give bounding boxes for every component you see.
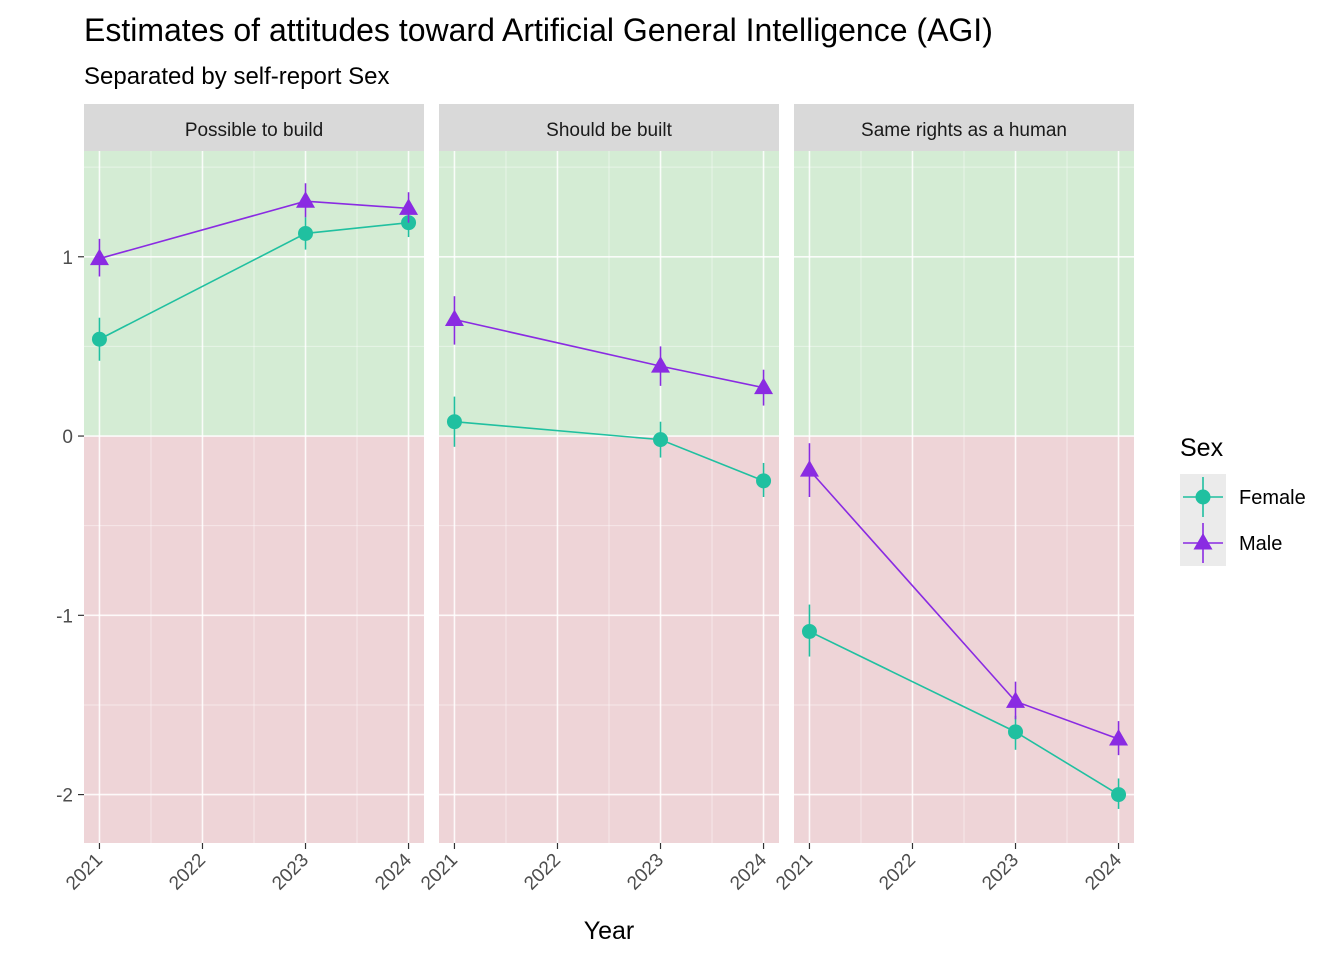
y-tick-label: -2	[56, 786, 73, 807]
chart-subtitle: Separated by self-report Sex	[84, 63, 390, 90]
x-tick-label: 2024	[371, 849, 416, 894]
data-point	[799, 460, 819, 477]
legend-key-marker	[1193, 533, 1213, 550]
x-tick-label: 2022	[165, 850, 210, 895]
x-tick-label: 2024	[726, 849, 771, 894]
chart-title: Estimates of attitudes toward Artificial…	[84, 12, 993, 48]
data-point	[91, 331, 107, 347]
x-tick-label: 2022	[875, 850, 920, 895]
series-female	[446, 396, 772, 497]
legend: Sex Female Male	[1180, 434, 1306, 566]
facet-panel: Possible to build 2021 2022 2023 2024	[62, 104, 424, 894]
data-point	[1111, 787, 1127, 803]
legend-label: Female	[1239, 487, 1306, 509]
x-tick-label: 2021	[62, 850, 107, 895]
series-female	[801, 604, 1127, 809]
x-tick-label: 2023	[978, 850, 1023, 895]
facet-strip-label: Same rights as a human	[861, 120, 1067, 141]
facet-panel: Same rights as a human 2021 2022 2023 2024	[772, 104, 1134, 894]
data-point	[444, 309, 464, 327]
x-tick-label: 2021	[772, 850, 817, 895]
data-point	[1109, 729, 1129, 746]
y-tick-label: -1	[56, 606, 73, 627]
positive-region-band	[439, 151, 779, 437]
facet-panel: Should be built 2021 2022 2023 2024	[417, 104, 779, 894]
facet-strip	[84, 104, 424, 151]
data-point	[801, 623, 817, 639]
data-point	[754, 377, 774, 395]
data-point	[653, 432, 669, 448]
legend-label: Male	[1239, 533, 1282, 555]
legend-title: Sex	[1180, 434, 1224, 462]
x-axis-title: Year	[584, 917, 635, 945]
data-point	[446, 414, 462, 430]
series-female	[91, 208, 417, 361]
x-tick-label: 2022	[520, 850, 565, 895]
negative-region-band	[439, 436, 779, 843]
series-male	[444, 296, 774, 406]
x-tick-label: 2023	[623, 850, 668, 895]
x-tick-label: 2024	[1081, 849, 1126, 894]
y-axis: 1 0 -1 -2	[56, 248, 84, 807]
y-tick-label: 1	[62, 248, 73, 269]
x-tick-label: 2023	[268, 850, 313, 895]
data-point	[1008, 724, 1024, 740]
facet-strip-label: Possible to build	[185, 120, 323, 141]
negative-region-band	[794, 436, 1134, 843]
facet-strip	[794, 104, 1134, 151]
data-point	[1006, 691, 1026, 708]
data-point	[399, 198, 419, 215]
series-male	[799, 443, 1129, 756]
data-point	[298, 225, 314, 241]
facet-strip-label: Should be built	[546, 120, 672, 141]
facet-strip	[439, 104, 779, 151]
data-point	[296, 191, 316, 208]
legend-key-marker	[1195, 489, 1211, 505]
series-male	[89, 183, 419, 277]
x-tick-label: 2021	[417, 850, 462, 895]
data-point	[89, 248, 109, 266]
data-point	[651, 356, 671, 373]
positive-region-band	[794, 151, 1134, 437]
data-point	[756, 473, 772, 489]
positive-region-band	[84, 151, 424, 437]
negative-region-band	[84, 436, 424, 843]
y-tick-label: 0	[62, 427, 73, 448]
